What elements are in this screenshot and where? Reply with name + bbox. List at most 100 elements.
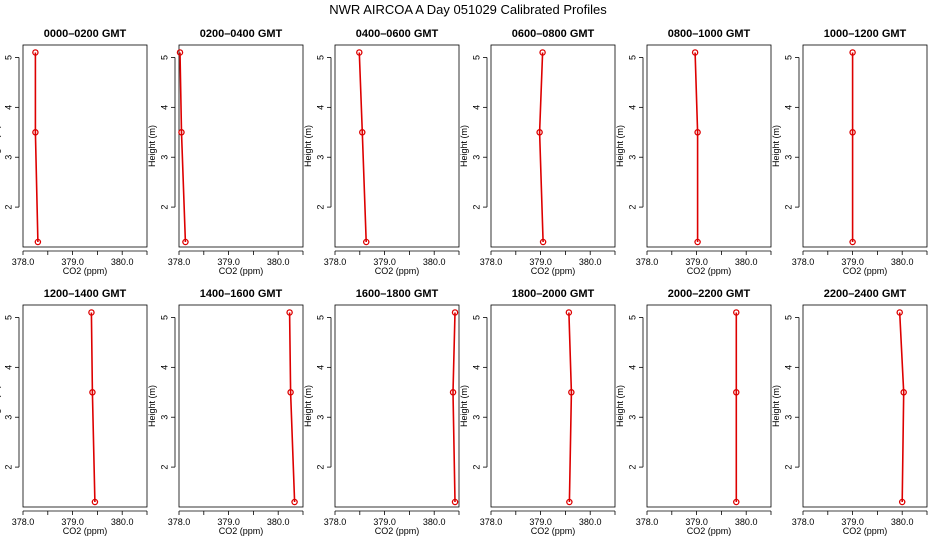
y-tick-label: 5 [627,315,637,320]
y-tick-label: 3 [783,155,793,160]
data-point [91,498,99,506]
x-tick-label: 379.0 [841,257,864,267]
y-tick-label: 2 [471,465,481,470]
y-tick-label: 3 [471,415,481,420]
y-tick-label: 5 [159,55,169,60]
y-tick-label: 2 [783,205,793,210]
y-tick-label: 2 [3,465,13,470]
y-axis-label: Height (m) [459,125,469,167]
x-axis-label: CO2 (ppm) [219,526,264,536]
x-tick-label: 380.0 [735,257,758,267]
x-tick-label: 380.0 [111,257,134,267]
y-tick-label: 5 [315,315,325,320]
data-point [362,238,370,246]
data-point [849,238,856,246]
x-tick-label: 379.0 [61,257,84,267]
y-tick-label: 5 [471,55,481,60]
data-point [178,129,185,136]
plot-frame [490,304,616,508]
y-tick-label: 4 [315,365,325,370]
data-point [356,49,363,56]
panel-title: 0600–0800 GMT [512,28,595,40]
y-tick-label: 4 [159,365,169,370]
x-tick-label: 378.0 [480,257,503,267]
x-tick-label: 379.0 [685,257,708,267]
data-point [539,49,546,56]
y-tick-label: 5 [783,315,793,320]
profile-line [358,52,367,243]
y-axis-label: Height (m) [0,385,1,427]
profile-line [179,52,187,243]
x-tick-label: 378.0 [480,517,503,527]
data-point [451,498,459,506]
x-tick-label: 379.0 [217,517,240,527]
x-tick-label: 379.0 [373,257,396,267]
y-tick-label: 5 [159,315,169,320]
profile-line [34,52,39,243]
y-tick-label: 2 [3,205,13,210]
y-tick-label: 3 [315,155,325,160]
panel-title: 1200–1400 GMT [44,288,127,300]
panel-title: 1800–2000 GMT [512,288,595,300]
profile-line [538,52,544,243]
x-axis-label: CO2 (ppm) [375,526,420,536]
data-point [32,129,39,136]
panel-title: 0800–1000 GMT [668,28,751,40]
y-tick-label: 2 [471,205,481,210]
x-tick-label: 378.0 [324,257,347,267]
panel-title: 1400–1600 GMT [200,288,283,300]
plot-frame [646,44,772,248]
y-axis-label: Height (m) [615,385,625,427]
data-point [568,389,575,396]
y-tick-label: 3 [627,415,637,420]
y-tick-label: 2 [159,205,169,210]
y-tick-label: 5 [471,315,481,320]
x-axis-label: CO2 (ppm) [687,526,732,536]
x-tick-label: 378.0 [12,517,35,527]
data-point [694,238,701,246]
plot-frame [22,44,148,248]
x-axis-label: CO2 (ppm) [63,266,108,276]
data-point [694,129,701,136]
y-tick-label: 4 [783,105,793,110]
x-tick-label: 378.0 [636,517,659,527]
x-tick-label: 380.0 [579,257,602,267]
plot-frame [22,304,148,508]
data-point [449,389,457,396]
x-tick-label: 379.0 [373,517,396,527]
plot-frame [490,44,616,248]
x-tick-label: 379.0 [841,517,864,527]
panel-title: 0400–0600 GMT [356,28,439,40]
profile-line [694,52,699,242]
y-tick-label: 2 [315,205,325,210]
y-tick-label: 4 [471,365,481,370]
y-tick-label: 3 [159,415,169,420]
plot-frame [802,44,928,248]
x-tick-label: 380.0 [267,517,290,527]
plot-frame [178,304,304,508]
data-point [182,238,189,246]
x-axis-label: CO2 (ppm) [375,266,420,276]
x-tick-label: 378.0 [324,517,347,527]
y-axis-label: Height (m) [147,385,157,427]
y-tick-label: 3 [315,415,325,420]
data-point [733,389,740,396]
panel-title: 2200–2400 GMT [824,288,907,300]
data-point [287,389,294,396]
y-tick-label: 4 [3,105,13,110]
data-point [733,498,740,506]
x-tick-label: 379.0 [217,257,240,267]
data-point [176,49,184,56]
plot-frame [646,304,772,508]
profile-line [568,312,573,503]
x-tick-label: 378.0 [792,257,815,267]
y-tick-label: 3 [471,155,481,160]
x-axis-label: CO2 (ppm) [219,266,264,276]
y-tick-label: 2 [627,205,637,210]
data-point [89,389,96,396]
y-tick-label: 4 [627,105,637,110]
y-axis-label: Height (m) [459,385,469,427]
y-tick-label: 5 [627,55,637,60]
y-tick-label: 2 [783,465,793,470]
x-tick-label: 378.0 [792,517,815,527]
